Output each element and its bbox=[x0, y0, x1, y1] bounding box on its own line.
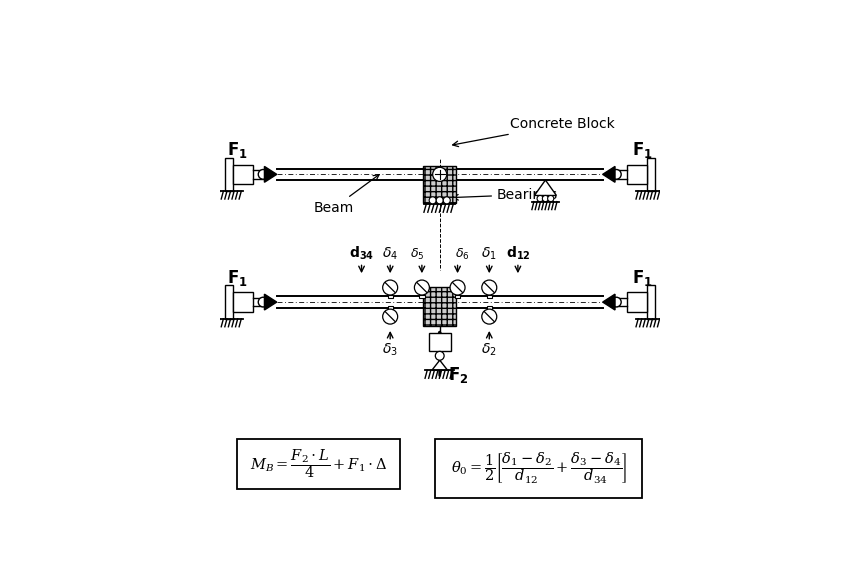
Text: $\delta_3$: $\delta_3$ bbox=[383, 341, 398, 358]
Circle shape bbox=[414, 280, 429, 295]
Polygon shape bbox=[535, 180, 557, 196]
Bar bbox=[423, 165, 456, 203]
Bar bbox=[420, 295, 425, 298]
Circle shape bbox=[429, 197, 436, 204]
Circle shape bbox=[612, 297, 621, 307]
Circle shape bbox=[537, 196, 543, 202]
Text: $\mathbf{F_1}$: $\mathbf{F_1}$ bbox=[227, 140, 247, 160]
Bar bbox=[233, 292, 252, 312]
Bar bbox=[225, 285, 233, 319]
Circle shape bbox=[258, 169, 268, 179]
Text: $\mathbf{F_2}$: $\mathbf{F_2}$ bbox=[448, 365, 468, 385]
Text: Beam: Beam bbox=[314, 174, 379, 214]
Bar bbox=[455, 295, 460, 298]
Polygon shape bbox=[264, 166, 277, 182]
Bar bbox=[435, 439, 643, 498]
Circle shape bbox=[383, 309, 397, 324]
Bar bbox=[423, 287, 456, 326]
Text: $\delta_6$: $\delta_6$ bbox=[455, 247, 469, 263]
Bar bbox=[388, 295, 393, 298]
Polygon shape bbox=[602, 294, 615, 310]
Polygon shape bbox=[264, 294, 277, 310]
Bar bbox=[486, 295, 492, 298]
Circle shape bbox=[450, 280, 465, 295]
Bar bbox=[388, 306, 393, 309]
Text: $\mathbf{F_1}$: $\mathbf{F_1}$ bbox=[632, 140, 653, 160]
Text: $\mathbf{F_1}$: $\mathbf{F_1}$ bbox=[227, 268, 247, 288]
Circle shape bbox=[432, 167, 447, 181]
Bar bbox=[647, 158, 655, 191]
Circle shape bbox=[435, 351, 444, 360]
Text: $\theta_0 = \dfrac{1}{2}\left[\dfrac{\delta_1 - \delta_2}{d_{12}} + \dfrac{\delt: $\theta_0 = \dfrac{1}{2}\left[\dfrac{\de… bbox=[450, 451, 627, 486]
Bar bbox=[627, 292, 647, 312]
Circle shape bbox=[444, 197, 450, 204]
Text: Concrete Block: Concrete Block bbox=[453, 117, 615, 146]
Polygon shape bbox=[432, 360, 448, 370]
Bar bbox=[233, 165, 252, 184]
Bar bbox=[429, 333, 450, 351]
Text: $\mathbf{d_{34}}$: $\mathbf{d_{34}}$ bbox=[349, 245, 374, 263]
Text: $\delta_5$: $\delta_5$ bbox=[410, 247, 425, 263]
Text: $\mathbf{d_{12}}$: $\mathbf{d_{12}}$ bbox=[505, 245, 530, 263]
Text: $\delta_1$: $\delta_1$ bbox=[481, 246, 497, 263]
Bar bbox=[486, 306, 492, 309]
Circle shape bbox=[482, 280, 497, 295]
Circle shape bbox=[542, 196, 548, 202]
Circle shape bbox=[612, 169, 621, 179]
Circle shape bbox=[383, 280, 397, 295]
Text: $\delta_2$: $\delta_2$ bbox=[481, 341, 497, 358]
Bar bbox=[237, 439, 400, 489]
Bar bbox=[627, 165, 647, 184]
Polygon shape bbox=[602, 166, 615, 182]
Text: $\mathbf{F_1}$: $\mathbf{F_1}$ bbox=[632, 268, 653, 288]
Bar bbox=[225, 158, 233, 191]
Circle shape bbox=[547, 196, 553, 202]
Bar bbox=[647, 285, 655, 319]
Text: $M_B = \dfrac{F_2 \cdot L}{4} + F_1 \cdot \Delta$: $M_B = \dfrac{F_2 \cdot L}{4} + F_1 \cdo… bbox=[250, 447, 387, 480]
Circle shape bbox=[258, 297, 268, 307]
Circle shape bbox=[482, 309, 497, 324]
Text: $\delta_4$: $\delta_4$ bbox=[382, 246, 398, 263]
Text: Bearings: Bearings bbox=[453, 188, 558, 201]
Circle shape bbox=[436, 197, 444, 204]
